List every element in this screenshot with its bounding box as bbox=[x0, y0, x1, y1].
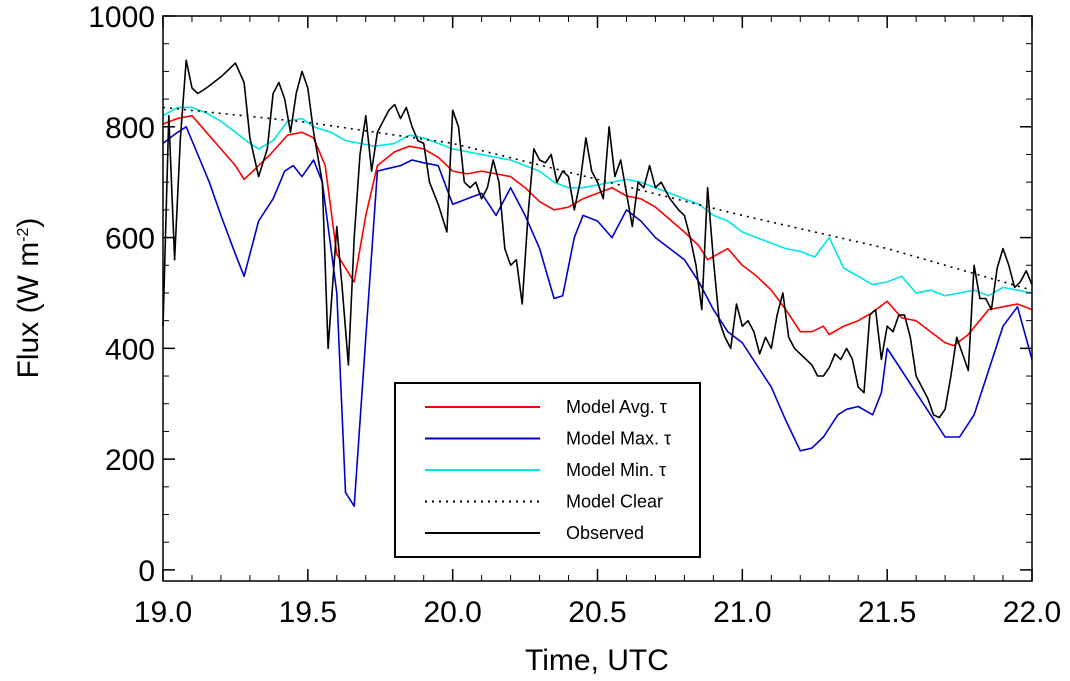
y-tick-label: 1000 bbox=[88, 1, 155, 34]
x-tick-label: 19.5 bbox=[279, 596, 337, 629]
legend-label: Model Max. τ bbox=[566, 429, 671, 449]
y-tick-label: 800 bbox=[105, 112, 155, 145]
y-tick-label: 0 bbox=[138, 555, 155, 588]
x-axis: 19.0 19.5 20.0 20.5 21.0 21.5 22.0 bbox=[134, 16, 1061, 629]
legend-label: Model Min. τ bbox=[566, 460, 666, 480]
series-line-4 bbox=[162, 59, 1033, 419]
series-line-2 bbox=[162, 106, 1033, 297]
x-tick-label: 21.0 bbox=[713, 596, 771, 629]
x-tick-label: 22.0 bbox=[1003, 596, 1061, 629]
series-layer bbox=[162, 59, 1033, 507]
x-tick-label: 20.5 bbox=[568, 596, 626, 629]
legend-label: Model Avg. τ bbox=[566, 397, 667, 417]
y-axis-title-close: ) bbox=[12, 218, 45, 228]
series-line-1 bbox=[162, 126, 1033, 507]
y-axis-title: Flux (W m-2) bbox=[12, 218, 45, 379]
legend-label: Observed bbox=[566, 523, 644, 543]
x-axis-title: Time, UTC bbox=[525, 644, 669, 677]
x-tick-label: 20.0 bbox=[423, 596, 481, 629]
x-tick-label: 19.0 bbox=[134, 596, 192, 629]
series-line-3 bbox=[162, 106, 1033, 291]
series-line-0 bbox=[162, 114, 1033, 347]
y-axis: 0 200 400 600 800 1000 bbox=[88, 1, 1032, 588]
y-tick-label: 600 bbox=[105, 223, 155, 256]
y-tick-label: 400 bbox=[105, 333, 155, 366]
y-tick-label: 200 bbox=[105, 444, 155, 477]
x-tick-label: 21.5 bbox=[858, 596, 916, 629]
y-axis-title-main: Flux (W m bbox=[12, 242, 45, 379]
legend-label: Model Clear bbox=[566, 492, 663, 512]
legend: Model Avg. τ Model Max. τ Model Min. τ Mode… bbox=[394, 382, 701, 558]
y-axis-title-sup: -2 bbox=[15, 227, 32, 241]
